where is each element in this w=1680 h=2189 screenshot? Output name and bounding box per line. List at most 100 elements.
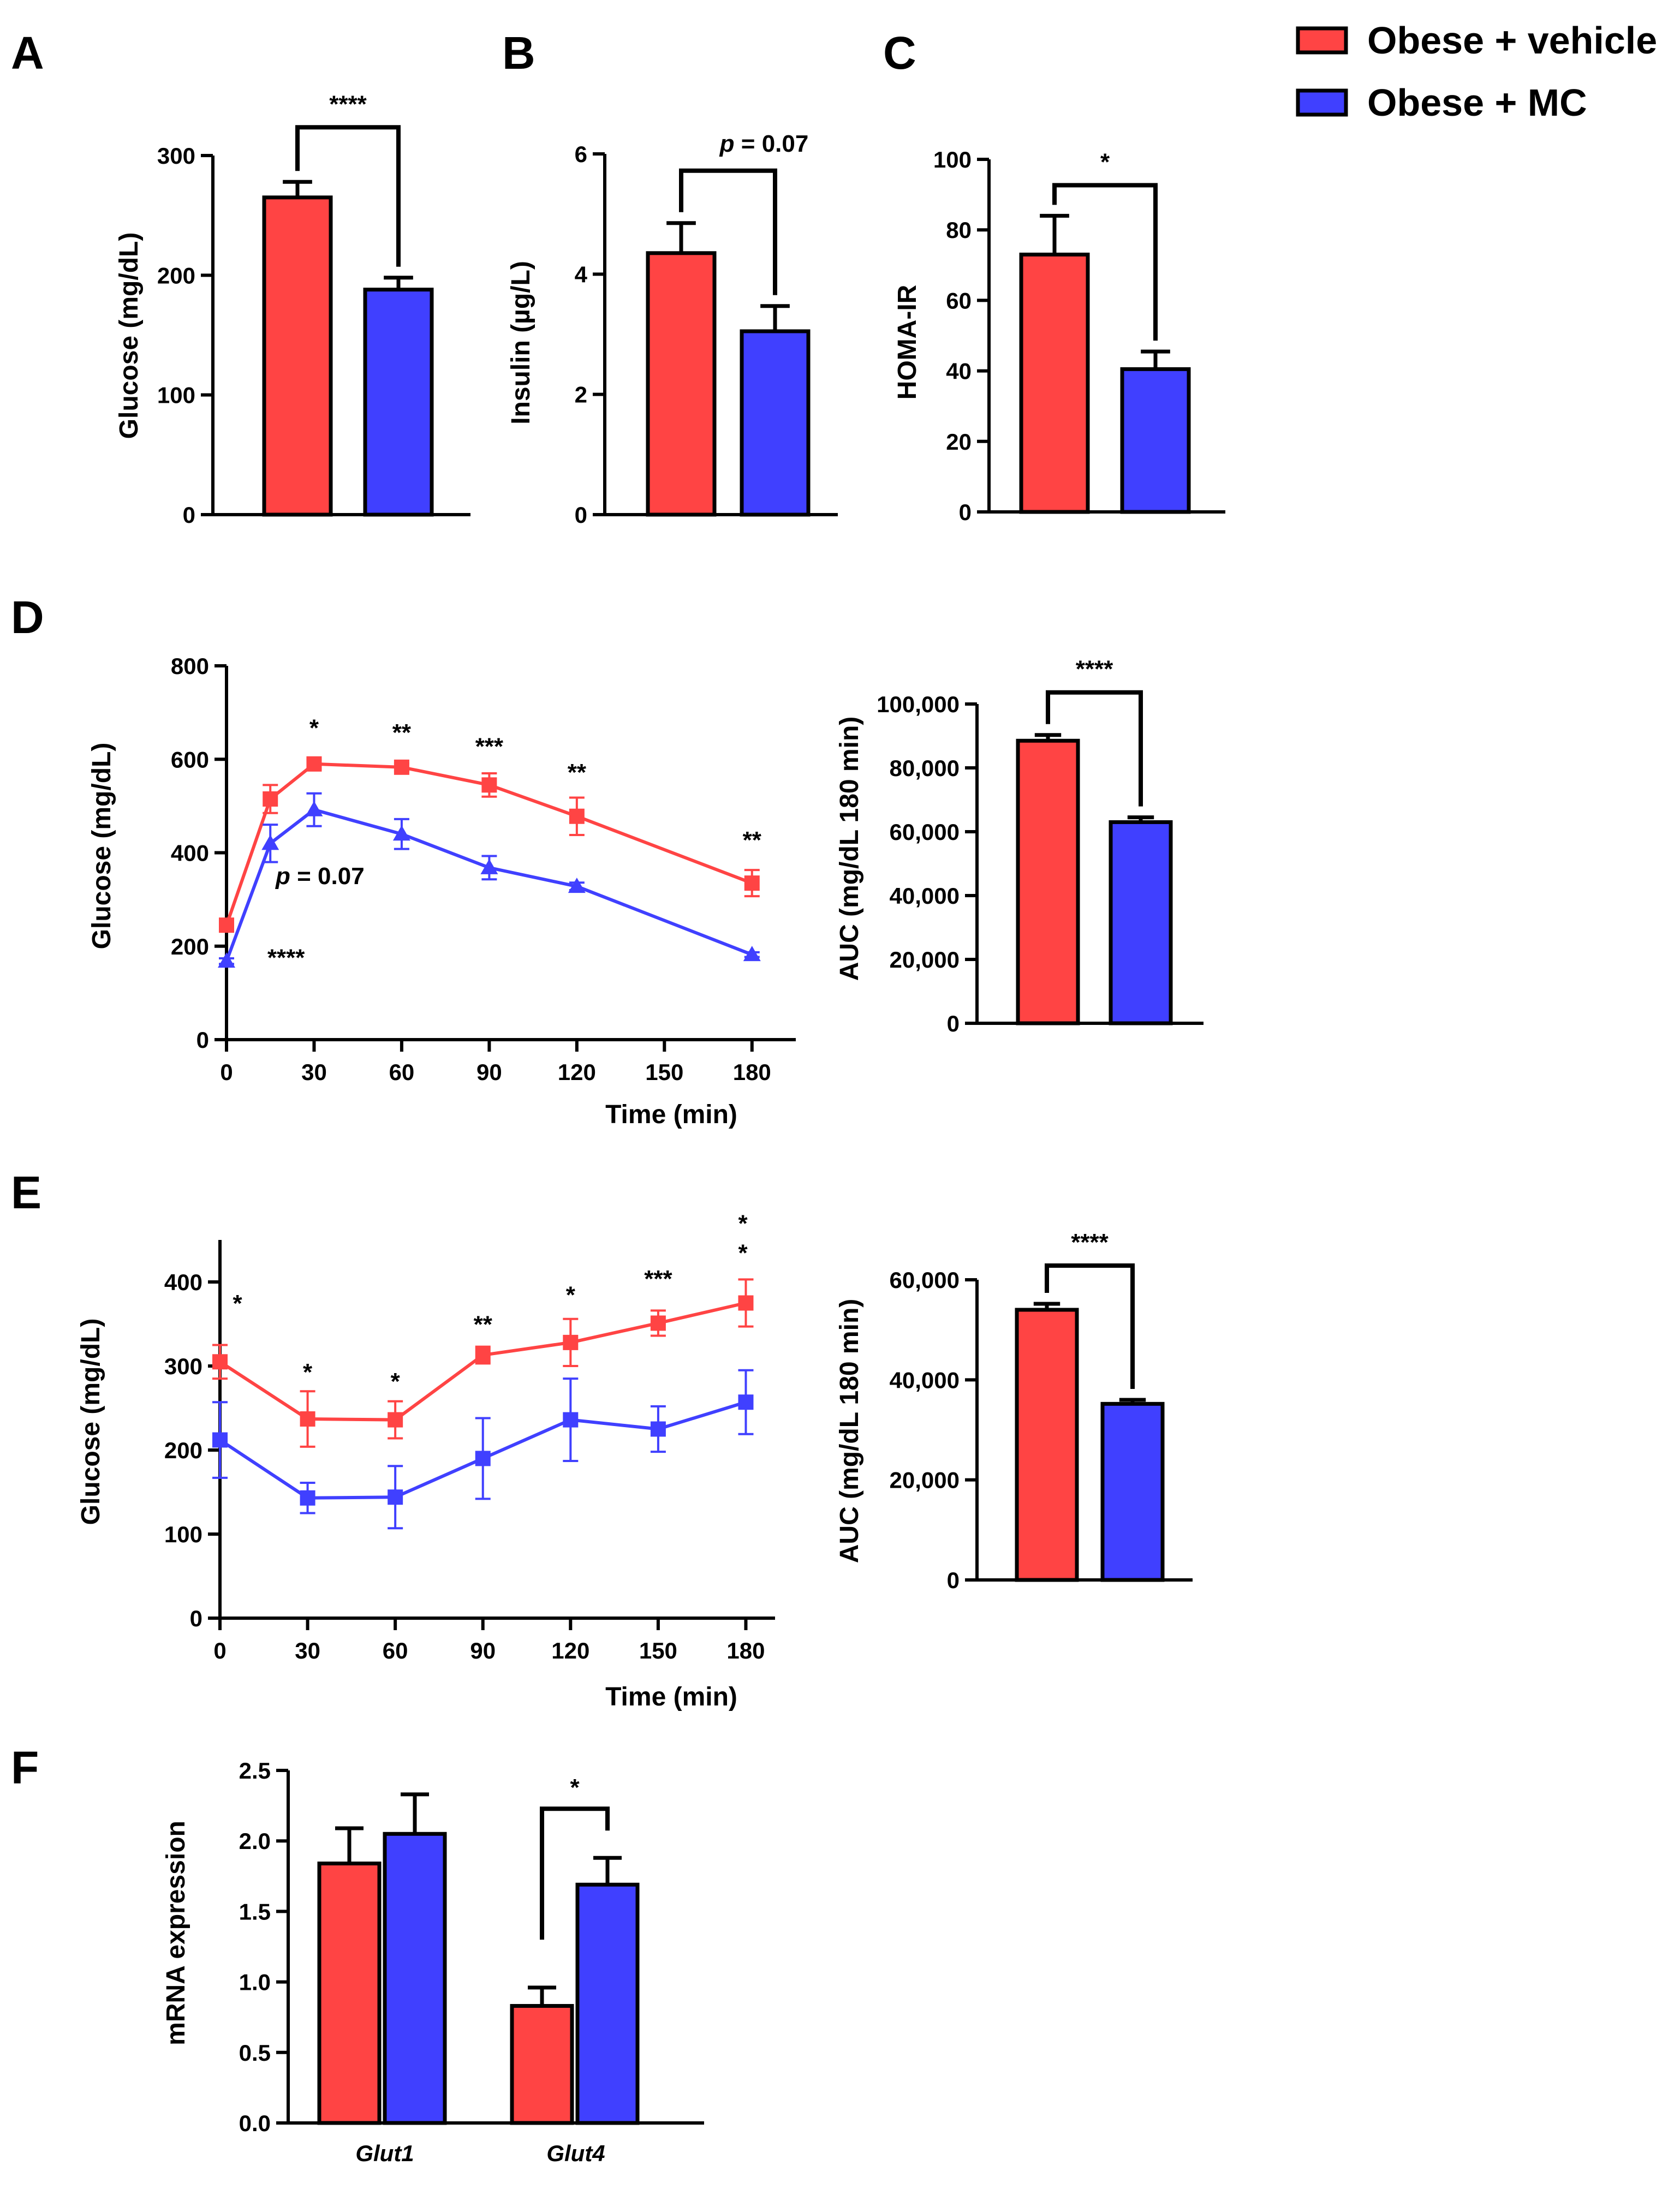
p-value-annotation: p = 0.07 (275, 863, 365, 890)
y-axis-label: Insulin (µg/L) (507, 261, 535, 425)
panel-label-d: D (11, 592, 44, 643)
bar-vehicle (1019, 252, 1090, 514)
bar-vehicle (262, 195, 333, 517)
significance-label: *** (644, 1266, 672, 1292)
significance-bracket (1046, 690, 1143, 807)
data-point-square (744, 875, 760, 891)
data-point-square (563, 1334, 579, 1350)
x-tick-label: 0 (213, 1638, 226, 1663)
y-tick-label: 200 (164, 1438, 202, 1463)
significance-label: ** (392, 719, 412, 746)
bar-mc (383, 1832, 447, 2125)
x-axis-label: Time (min) (605, 1100, 737, 1129)
y-tick-label: 40,000 (890, 883, 960, 909)
significance-label: **** (329, 91, 367, 117)
x-tick-label: 120 (551, 1638, 589, 1663)
data-point-square (475, 1347, 491, 1363)
x-tick-label: 60 (389, 1059, 415, 1085)
data-point-square (219, 917, 234, 933)
significance-bracket (540, 1806, 610, 1940)
y-axis-label: Glucose (mg/dL) (76, 1319, 105, 1525)
bar-mc (1120, 367, 1191, 514)
y-axis-label: AUC (mg/dL 180 min) (835, 717, 864, 981)
legend-label-vehicle: Obese + vehicle (1367, 19, 1657, 62)
x-tick-label: 30 (301, 1059, 327, 1085)
panel-label-f: F (11, 1742, 39, 1793)
y-tick-label: 0.5 (239, 2040, 271, 2066)
data-point-triangle (743, 946, 761, 962)
panel-label-b: B (502, 27, 535, 79)
data-point-square (300, 1490, 315, 1506)
data-point-triangle (568, 878, 586, 893)
x-tick-label: 60 (383, 1638, 408, 1663)
y-tick-label: 40 (946, 359, 972, 384)
y-tick-label: 2.0 (239, 1828, 271, 1854)
data-point-square (650, 1421, 666, 1437)
y-tick-label: 100 (933, 147, 972, 172)
x-tick-label: 30 (295, 1638, 320, 1663)
bar-vehicle (1016, 738, 1080, 1025)
bar-mc (363, 288, 434, 517)
data-point-square (388, 1412, 403, 1428)
significance-label: ** (743, 827, 762, 854)
significance-label: * (391, 1368, 401, 1395)
y-tick-label: 600 (171, 747, 209, 772)
y-axis-label: mRNA expression (162, 1821, 190, 2045)
y-tick-label: 0 (183, 502, 195, 528)
x-tick-label: 90 (470, 1638, 496, 1663)
significance-label: * (233, 1290, 243, 1317)
y-axis-label: Glucose (mg/dL) (87, 743, 116, 950)
y-tick-label: 300 (157, 143, 195, 169)
x-category-label: Glut4 (546, 2140, 605, 2166)
bar-vehicle (510, 2004, 574, 2125)
significance-label: ** (568, 759, 587, 786)
x-tick-label: 180 (726, 1638, 765, 1663)
x-tick-label: 90 (476, 1059, 502, 1085)
legend-swatch-mc (1296, 88, 1348, 117)
y-tick-label: 80,000 (890, 755, 960, 781)
x-tick-label: 0 (220, 1059, 233, 1085)
panel-f: F mRNA expression 0.0 0.5 1.0 1.5 2.0 2.5 Glut… (11, 1742, 704, 2166)
significance-label: * (570, 1774, 580, 1801)
data-point-square (481, 777, 497, 793)
y-tick-label: 100 (164, 1522, 202, 1547)
y-tick-label: 0 (575, 502, 587, 528)
data-point-triangle (305, 801, 323, 816)
bar-mc (1109, 820, 1173, 1025)
y-tick-label: 0 (947, 1567, 960, 1593)
x-tick-label: 150 (639, 1638, 677, 1663)
y-tick-label: 800 (171, 653, 209, 679)
panel-e: E Glucose (mg/dL) Time (min) 01002003004… (11, 1167, 1193, 1711)
data-point-square (738, 1394, 754, 1410)
x-tick-label: 150 (645, 1059, 683, 1085)
data-point-square (300, 1411, 315, 1427)
significance-label: p = 0.07 (719, 130, 809, 157)
y-tick-label: 4 (575, 261, 588, 287)
x-tick-label: 120 (558, 1059, 596, 1085)
data-point-square (212, 1354, 228, 1370)
y-tick-label: 60 (946, 288, 972, 313)
y-tick-label: 80 (946, 217, 972, 243)
y-tick-label: 1.0 (239, 1970, 271, 1995)
bar-vehicle (317, 1862, 382, 2125)
significance-bracket (679, 168, 777, 295)
data-point-square (563, 1412, 579, 1428)
significance-label: * (738, 1210, 748, 1237)
y-tick-label: 400 (171, 840, 209, 866)
significance-label: * (303, 1359, 313, 1386)
x-axis-label: Time (min) (605, 1683, 737, 1711)
y-tick-label: 0 (190, 1606, 202, 1631)
panel-label-e: E (11, 1167, 41, 1218)
y-tick-label: 1.5 (239, 1899, 271, 1924)
legend-label-mc: Obese + MC (1367, 81, 1587, 124)
significance-label: * (309, 714, 319, 741)
y-tick-label: 60,000 (890, 1267, 960, 1293)
data-point-square (306, 756, 322, 772)
data-point-triangle (392, 825, 410, 841)
bar-vehicle (646, 251, 717, 517)
panel-b: B Insulin (µg/L) 0 2 4 6 p = 0.07 (502, 27, 838, 528)
x-tick-label: 180 (733, 1059, 771, 1085)
y-axis-label: AUC (mg/dL 180 min) (835, 1299, 864, 1564)
y-tick-label: 20,000 (890, 947, 960, 973)
